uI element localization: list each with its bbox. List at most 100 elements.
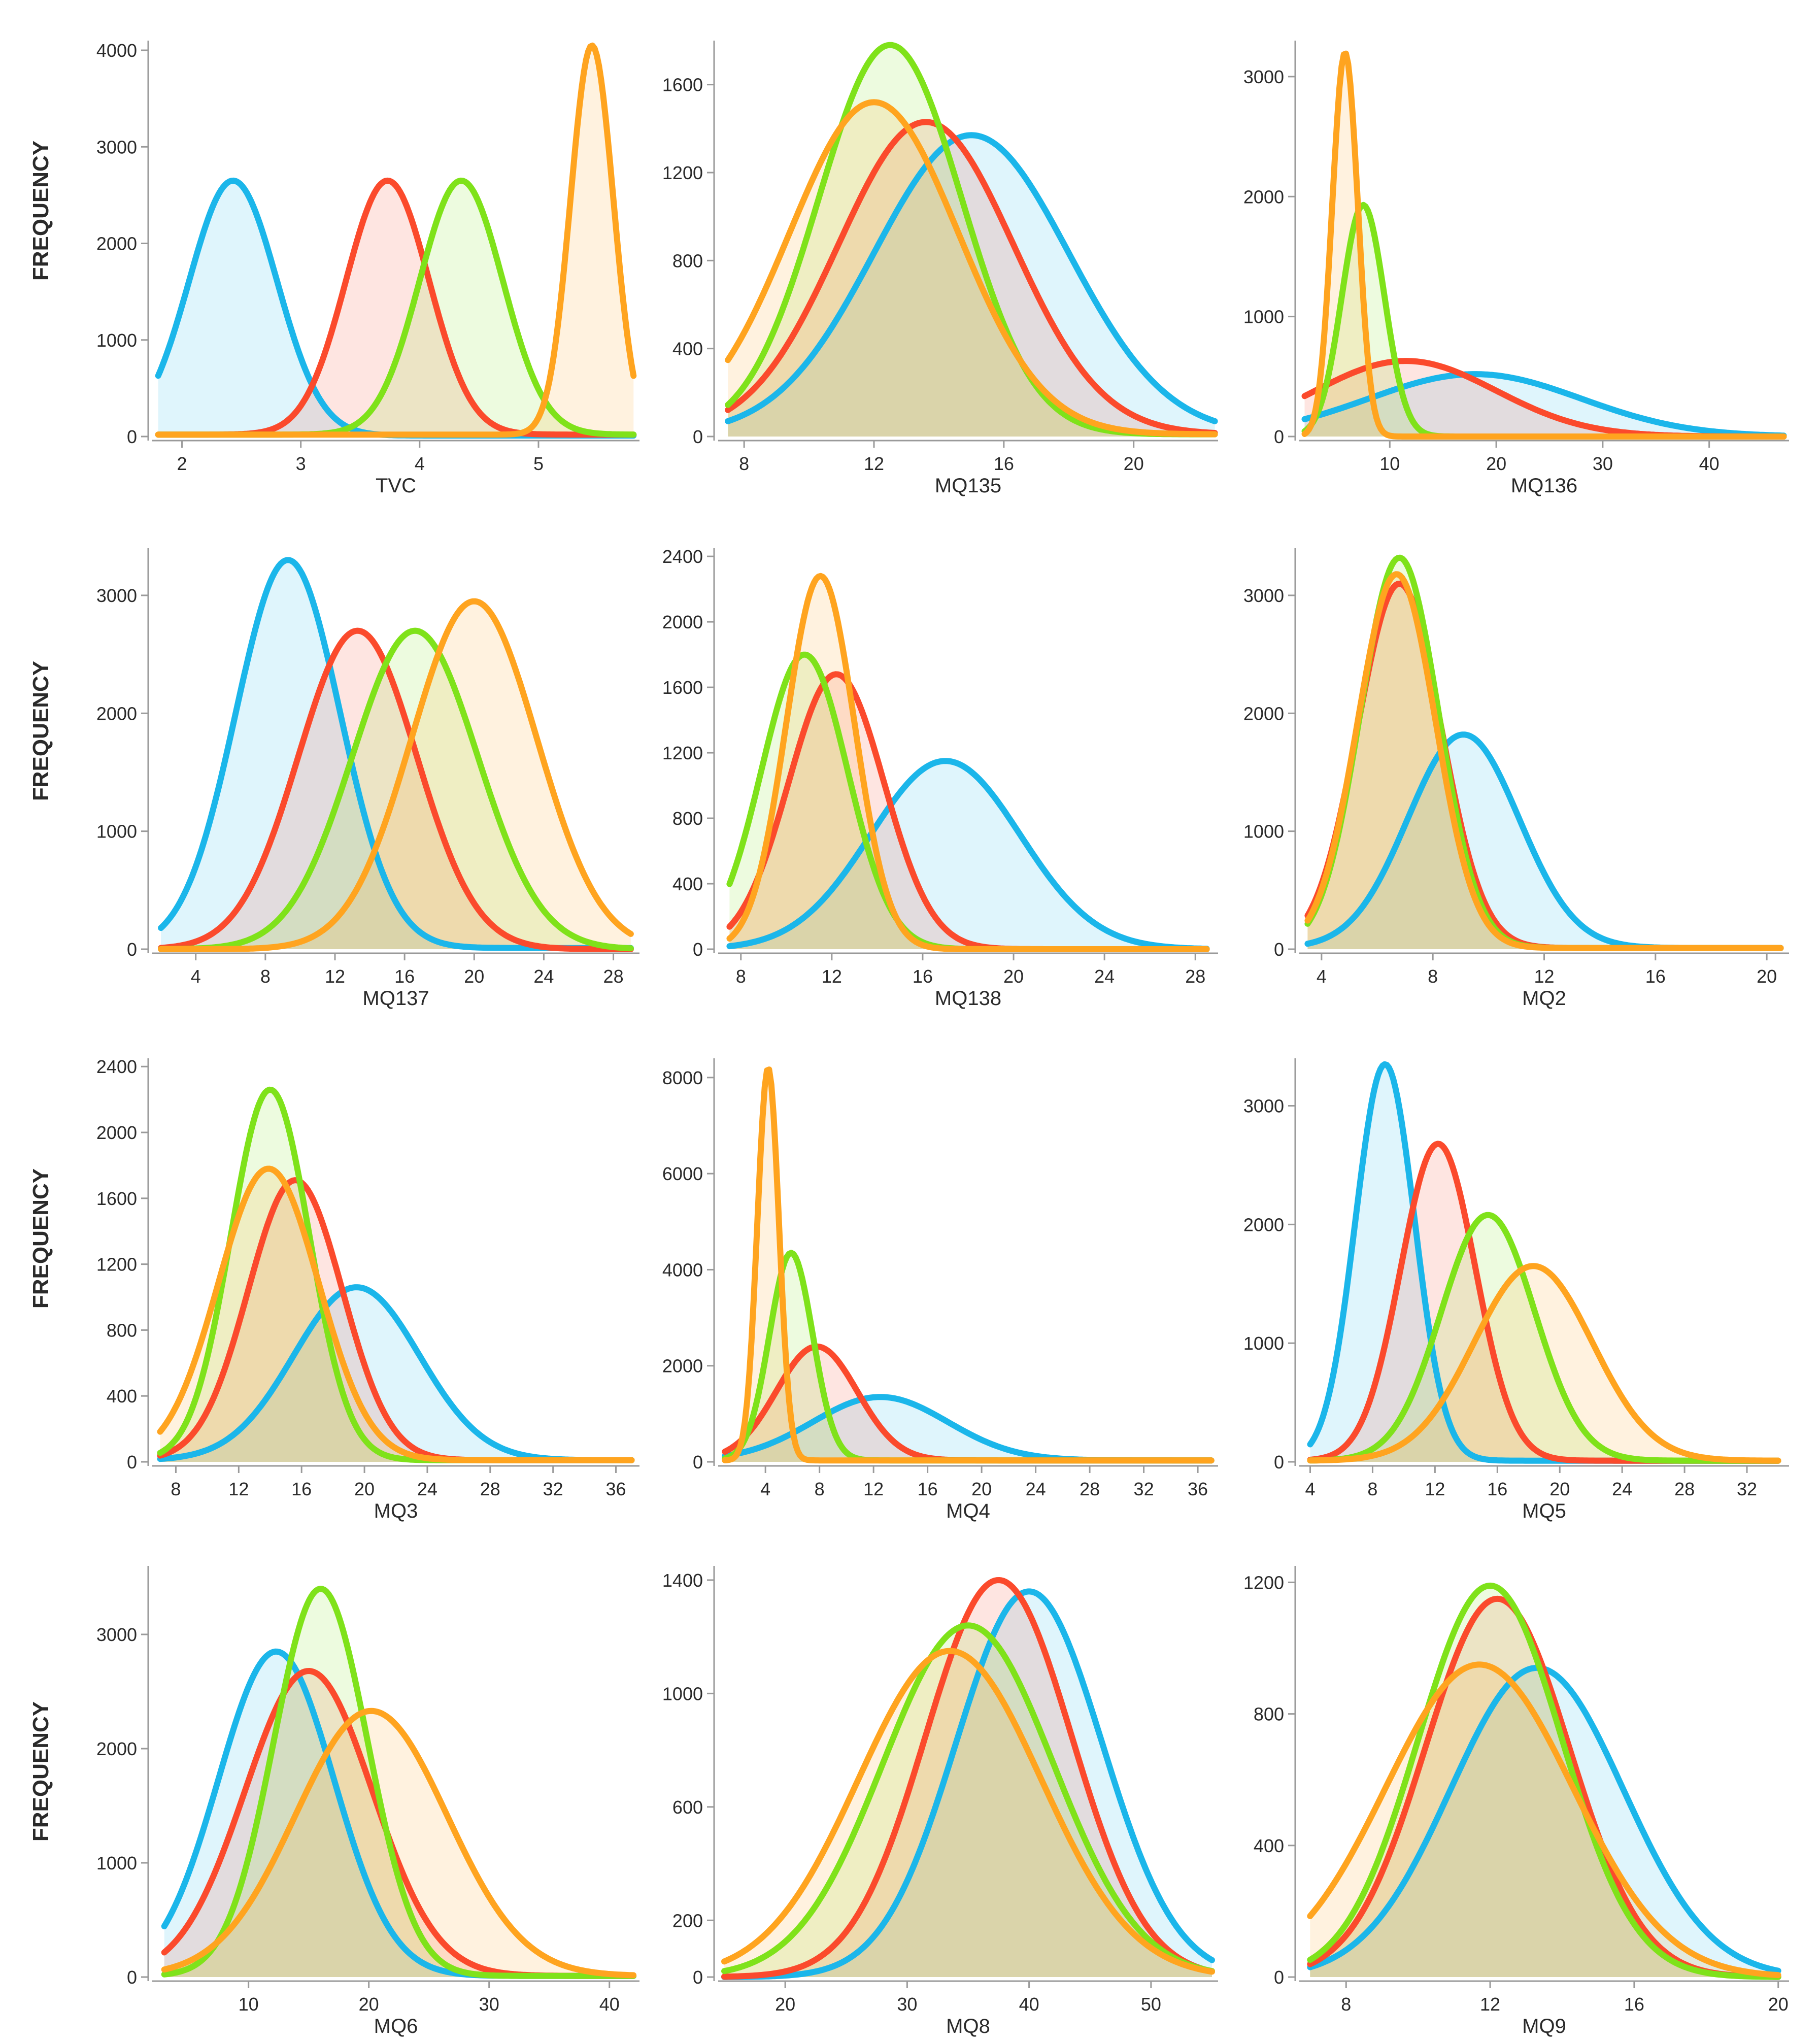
series-line-orange (1307, 1661, 1781, 1979)
x-tick-label: 20 (354, 1479, 375, 1499)
x-tick-label: 28 (1674, 1479, 1695, 1499)
series-line-blue (725, 132, 1218, 424)
y-tick-label: 1400 (662, 1570, 703, 1591)
area-fill-red (158, 180, 634, 437)
y-tick-label: 4000 (96, 40, 137, 61)
y-tick-label: 1000 (1243, 307, 1284, 327)
x-tick-label: 24 (1026, 1479, 1046, 1499)
series-line-red (725, 119, 1218, 436)
area-fill-red (160, 1180, 632, 1462)
area-fill-red (1310, 1598, 1778, 1977)
x-tick-label: 12 (1480, 1994, 1500, 2015)
x-axis-title: MQ8 (946, 2015, 990, 2037)
y-tick-label: 0 (693, 1967, 703, 1988)
series-line-blue (721, 1588, 1215, 1980)
y-axis-label-row-2: FREQUENCY (28, 661, 53, 801)
series-line-green (721, 1622, 1215, 1975)
x-tick-label: 40 (1699, 453, 1720, 474)
x-axis-title: MQ3 (374, 1500, 418, 1522)
chart-panel-7: 0 400 800 1200 1600 2000 2400 8 12 16 20 24 28 32 36 MQ… (96, 1056, 639, 1522)
y-tick-label: 1200 (1243, 1572, 1284, 1593)
x-tick-label: 8 (1367, 1479, 1377, 1499)
y-tick-label: 400 (107, 1386, 137, 1407)
series-line-green (161, 1586, 637, 1979)
y-tick-label: 600 (672, 1797, 703, 1818)
y-tick-label: 1000 (96, 821, 137, 842)
x-tick-label: 12 (1534, 966, 1554, 987)
chart-panel-3: 0 1000 2000 3000 10 20 30 40 MQ136 (1243, 41, 1789, 497)
area-fill-green (728, 45, 1215, 437)
area-fill-green (1310, 1585, 1778, 1977)
x-tick-label: 4 (1317, 966, 1327, 987)
y-tick-label: 400 (672, 874, 703, 894)
y-tick-label: 2000 (96, 1738, 137, 1759)
series-line-green (1307, 1212, 1781, 1464)
series-line-red (721, 1577, 1215, 1980)
row-labels: FREQUENCY FREQUENCY FREQUENCY FREQUENCY (28, 141, 53, 1842)
chart-panel-2: 0 400 800 1200 1600 8 12 16 20 MQ135 (662, 41, 1218, 497)
y-tick-label: 2000 (662, 1356, 703, 1377)
x-tick-label: 12 (822, 966, 842, 987)
x-tick-label: 28 (480, 1479, 500, 1499)
y-tick-label: 2000 (1243, 186, 1284, 207)
chart-panel-10: 0 1000 2000 3000 10 20 30 40 MQ6 (96, 1566, 639, 2037)
series-line-orange (161, 1708, 637, 1979)
x-tick-label: 32 (543, 1479, 563, 1499)
x-tick-label: 24 (1094, 966, 1115, 987)
area-fill-blue (164, 1651, 634, 1977)
x-tick-label: 20 (1003, 966, 1024, 987)
y-tick-label: 1200 (662, 743, 703, 763)
chart-panel-6: 0 1000 2000 3000 4 8 12 16 20 MQ2 (1243, 548, 1789, 1010)
x-tick-label: 20 (775, 1994, 795, 2015)
x-tick-label: 8 (739, 453, 749, 474)
area-fill-orange (164, 1711, 634, 1977)
x-tick-label: 3 (296, 453, 306, 474)
x-tick-label: 16 (994, 453, 1014, 474)
area-fill-orange (158, 45, 634, 437)
x-axis-title: MQ135 (935, 475, 1001, 497)
y-tick-label: 0 (127, 939, 137, 960)
x-tick-label: 50 (1141, 1994, 1161, 2015)
y-tick-label: 1200 (662, 162, 703, 183)
chart-panel-4: 0 1000 2000 3000 4 8 12 16 20 24 28 MQ137 (96, 548, 639, 1010)
area-fill-orange (724, 1651, 1212, 1977)
x-tick-label: 20 (1768, 1994, 1789, 2015)
x-tick-label: 28 (1185, 966, 1205, 987)
x-tick-label: 16 (291, 1479, 312, 1499)
area-fill-red (728, 122, 1215, 437)
x-tick-label: 12 (864, 453, 884, 474)
x-tick-label: 28 (1080, 1479, 1100, 1499)
area-fill-blue (725, 1397, 1211, 1462)
x-axis-title: MQ137 (362, 987, 429, 1010)
series-line-orange (725, 99, 1218, 438)
x-tick-label: 36 (1188, 1479, 1208, 1499)
chart-panel-9: 0 1000 2000 3000 4 8 12 16 20 24 28 32 MQ5 (1243, 1058, 1789, 1522)
y-tick-label: 0 (127, 426, 137, 447)
area-fill-green (164, 1589, 634, 1977)
area-fill-blue (158, 180, 634, 437)
x-tick-label: 32 (1737, 1479, 1757, 1499)
y-tick-label: 1000 (662, 1683, 703, 1704)
y-tick-label: 4000 (662, 1259, 703, 1280)
x-tick-label: 8 (260, 966, 271, 987)
x-tick-label: 20 (359, 1994, 379, 2015)
x-tick-label: 24 (417, 1479, 437, 1499)
y-tick-label: 2400 (662, 546, 703, 567)
series-line-orange (1304, 571, 1784, 951)
area-fill-orange (1310, 1266, 1778, 1462)
x-tick-label: 16 (394, 966, 415, 987)
y-tick-label: 3000 (1243, 1096, 1284, 1117)
y-tick-label: 400 (1254, 1835, 1284, 1856)
x-tick-label: 16 (918, 1479, 938, 1499)
series-line-orange (155, 42, 637, 438)
x-tick-label: 5 (533, 453, 544, 474)
y-axis-label-row-1: FREQUENCY (28, 141, 53, 281)
area-fill-green (1304, 205, 1784, 437)
y-tick-label: 2000 (1243, 1214, 1284, 1235)
area-fill-red (1310, 1144, 1778, 1462)
x-axis-title: MQ4 (946, 1500, 990, 1522)
x-tick-label: 20 (464, 966, 484, 987)
x-tick-label: 16 (1645, 966, 1666, 987)
x-tick-label: 24 (533, 966, 554, 987)
